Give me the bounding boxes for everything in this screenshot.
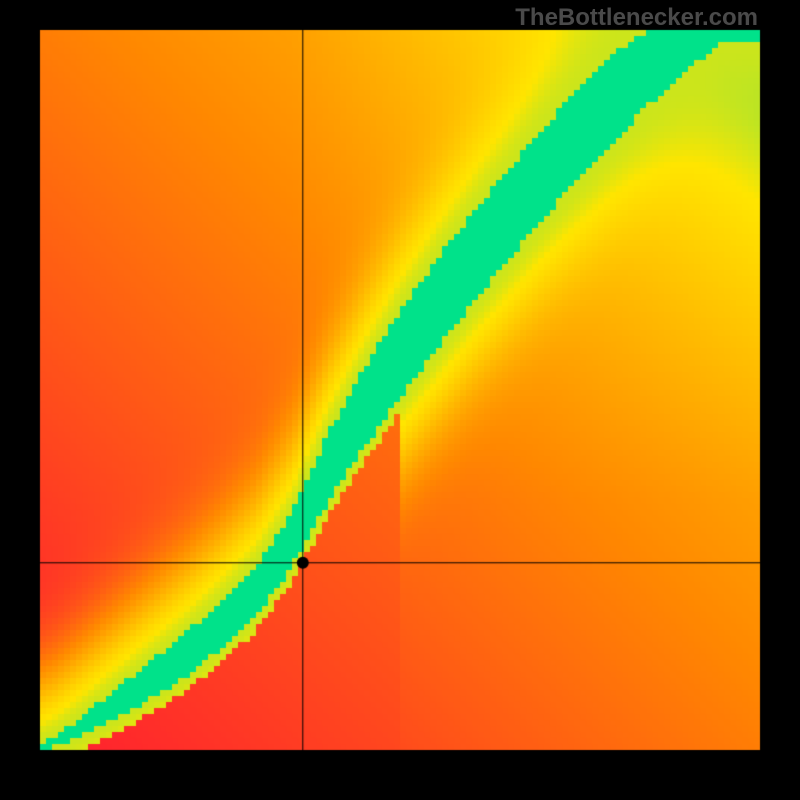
bottleneck-heatmap xyxy=(0,0,800,800)
